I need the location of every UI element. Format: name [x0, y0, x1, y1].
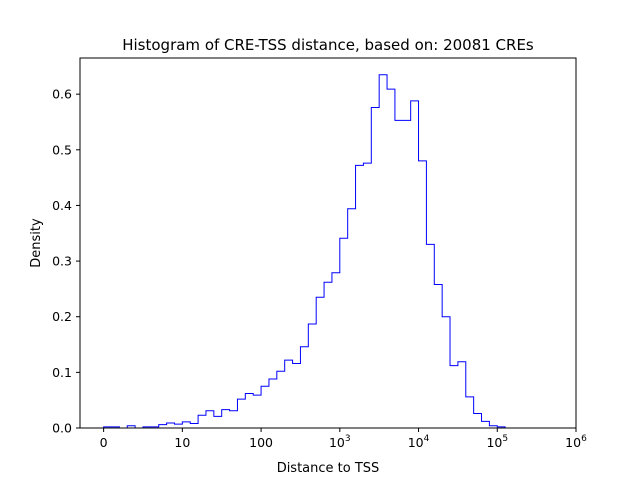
histogram-bin [182, 422, 190, 428]
histogram-bin [340, 238, 348, 428]
histogram-bin [363, 163, 371, 428]
y-axis-label: Density [29, 218, 44, 268]
x-axis-ticks: 0 10 100 103 104 105 106 [100, 428, 587, 450]
x-tick-label: 100 [249, 435, 273, 450]
y-axis-ticks: 0.0 0.1 0.2 0.3 0.4 0.5 0.6 [52, 87, 80, 436]
plot-frame [79, 57, 577, 429]
y-tick-label: 0.6 [52, 87, 72, 102]
histogram-bin [237, 399, 245, 428]
histogram-bin [300, 347, 308, 428]
y-tick-label: 0.1 [52, 365, 72, 380]
histogram-bin [379, 75, 387, 428]
histogram-bin [253, 395, 261, 428]
x-tick-label: 10 [174, 435, 190, 450]
x-tick-label: 105 [486, 434, 508, 450]
histogram-bin [190, 424, 198, 428]
histogram-bin [159, 425, 167, 428]
histogram-bin [206, 411, 214, 428]
y-tick-label: 0.2 [52, 309, 72, 324]
histogram-bin [285, 360, 293, 428]
histogram-bin [395, 120, 403, 428]
histogram-bin [245, 394, 253, 429]
histogram-bin [458, 362, 466, 428]
histogram-bin [230, 411, 238, 428]
histogram-bin [442, 317, 450, 428]
histogram-bin [167, 423, 175, 428]
histogram-bin [411, 101, 419, 428]
histogram-bin [419, 161, 427, 428]
histogram-bin [222, 410, 230, 428]
histogram-bin [174, 424, 182, 428]
histogram-bin [356, 165, 364, 428]
histogram-series [103, 74, 506, 429]
chart-title: Histogram of CRE-TSS distance, based on:… [122, 36, 534, 54]
histogram-bin [426, 244, 434, 428]
y-tick-label: 0.4 [52, 198, 72, 213]
histogram-bin [387, 89, 395, 428]
x-axis-label: Distance to TSS [277, 461, 380, 476]
histogram-bin [198, 415, 206, 428]
histogram-bin [308, 324, 316, 428]
histogram-bin [332, 273, 340, 428]
histogram-bin [371, 108, 379, 428]
y-tick-label: 0.5 [52, 142, 72, 157]
histogram-bin [261, 386, 269, 428]
histogram-bin [474, 414, 482, 428]
x-tick-label: 106 [565, 434, 587, 450]
histogram-bin [316, 297, 324, 428]
x-tick-label: 0 [100, 435, 108, 450]
histogram-bin [324, 282, 332, 428]
histogram-bin [348, 209, 356, 428]
histogram-bin [482, 421, 490, 428]
histogram-bin [403, 120, 411, 428]
histogram-bin [434, 284, 442, 428]
histogram-bin [466, 397, 474, 428]
histogram-bin [214, 416, 222, 428]
y-tick-label: 0.0 [52, 421, 72, 436]
y-tick-label: 0.3 [52, 254, 72, 269]
x-tick-label: 104 [408, 434, 430, 450]
histogram-bin [269, 379, 277, 428]
histogram-bin [450, 366, 458, 428]
histogram-bin [277, 371, 285, 428]
histogram-bin [293, 363, 301, 428]
histogram-outline [103, 74, 506, 429]
x-tick-label: 103 [329, 434, 351, 450]
